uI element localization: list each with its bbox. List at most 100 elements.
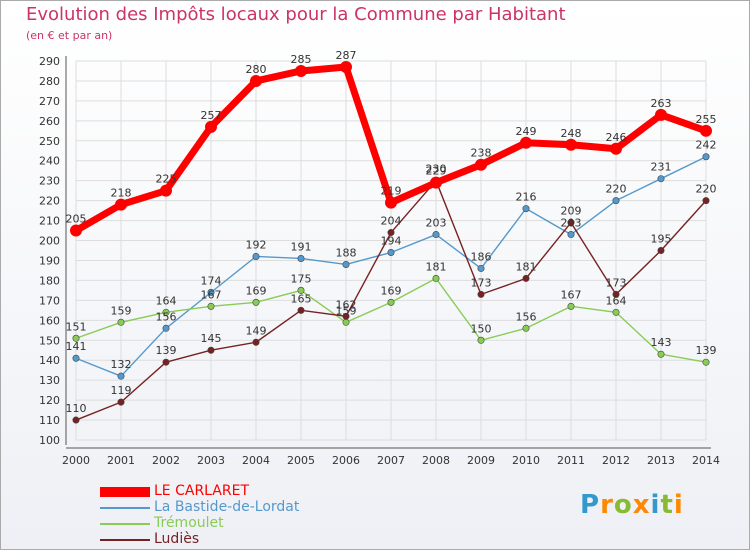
data-label: 285 xyxy=(291,53,312,66)
logo-letter: P xyxy=(580,490,601,520)
data-point xyxy=(657,247,665,255)
data-point xyxy=(342,312,350,320)
data-point xyxy=(342,260,350,268)
data-point xyxy=(342,318,350,326)
data-label: 255 xyxy=(696,113,717,126)
data-point xyxy=(657,175,665,183)
x-tick-label: 2008 xyxy=(422,454,450,467)
y-tick-label: 210 xyxy=(39,215,60,228)
data-label: 167 xyxy=(201,288,222,301)
data-point xyxy=(72,416,80,424)
logo-letter: t xyxy=(660,490,674,520)
x-tick-label: 2001 xyxy=(107,454,135,467)
y-tick-label: 120 xyxy=(39,394,60,407)
data-point xyxy=(567,219,575,227)
y-tick-label: 180 xyxy=(39,274,60,287)
x-tick-label: 2002 xyxy=(152,454,180,467)
data-label: 159 xyxy=(336,304,357,317)
y-tick-label: 170 xyxy=(39,294,60,307)
data-label: 231 xyxy=(651,161,672,174)
data-point xyxy=(70,224,82,237)
legend-label: Trémoulet xyxy=(154,515,224,531)
data-label: 167 xyxy=(561,288,582,301)
grid-lines xyxy=(75,60,707,441)
data-label: 218 xyxy=(111,187,132,200)
x-tick-label: 2009 xyxy=(467,454,495,467)
y-tick-label: 100 xyxy=(39,434,60,447)
data-point xyxy=(252,252,260,260)
data-label: 110 xyxy=(66,402,87,415)
data-label: 195 xyxy=(651,233,672,246)
data-label: 225 xyxy=(156,173,177,186)
y-tick-label: 230 xyxy=(39,175,60,188)
axes xyxy=(65,56,711,449)
logo-letter: x xyxy=(632,490,651,520)
data-label: 159 xyxy=(111,304,132,317)
x-tick-label: 2005 xyxy=(287,454,315,467)
data-label: 263 xyxy=(651,97,672,110)
data-point xyxy=(702,197,710,205)
logo-letter: r xyxy=(600,490,614,520)
data-point xyxy=(657,350,665,358)
data-point xyxy=(385,196,397,209)
data-label: 149 xyxy=(246,324,267,337)
y-tick-label: 250 xyxy=(39,135,60,148)
data-label: 151 xyxy=(66,320,87,333)
data-point xyxy=(252,338,260,346)
data-label: 119 xyxy=(111,384,132,397)
data-label: 229 xyxy=(426,165,447,178)
data-point xyxy=(295,64,307,77)
x-tick-label: 2014 xyxy=(692,454,720,467)
data-point xyxy=(162,358,170,366)
data-label: 173 xyxy=(471,276,492,289)
y-axis-ticks: 100 110 120 130 140 150 160 170 180 190 200 210 220 2… xyxy=(39,55,60,447)
x-axis-ticks: 2000 2001 2002 2003 2004 2005 2006 2007 2008 2009… xyxy=(62,454,720,467)
data-point xyxy=(72,354,80,362)
data-point xyxy=(387,229,395,237)
data-point xyxy=(162,308,170,316)
x-tick-label: 2010 xyxy=(512,454,540,467)
data-point xyxy=(205,120,217,133)
data-point xyxy=(520,136,532,149)
data-point xyxy=(702,358,710,366)
data-point xyxy=(700,124,712,137)
x-tick-label: 2004 xyxy=(242,454,270,467)
data-point xyxy=(612,197,620,205)
data-point xyxy=(610,142,622,155)
x-tick-label: 2006 xyxy=(332,454,360,467)
proxiti-logo: Proxiti xyxy=(580,490,684,520)
data-label: 204 xyxy=(381,215,402,228)
y-tick-label: 240 xyxy=(39,155,60,168)
data-label: 164 xyxy=(606,294,627,307)
y-tick-label: 220 xyxy=(39,195,60,208)
data-point xyxy=(432,274,440,282)
data-labels: 141 132 156 174 192 191 188 194 203 186 216 203 220 2… xyxy=(66,49,717,415)
x-tick-label: 2011 xyxy=(557,454,585,467)
y-tick-label: 280 xyxy=(39,75,60,88)
data-label: 205 xyxy=(66,213,87,226)
x-tick-label: 2003 xyxy=(197,454,225,467)
y-tick-label: 270 xyxy=(39,95,60,108)
y-tick-label: 290 xyxy=(39,55,60,68)
data-label: 249 xyxy=(516,125,537,138)
data-label: 238 xyxy=(471,147,492,160)
data-point xyxy=(387,248,395,256)
data-label: 192 xyxy=(246,238,267,251)
y-tick-label: 110 xyxy=(39,414,60,427)
data-point xyxy=(477,264,485,272)
data-label: 181 xyxy=(516,260,537,273)
data-point xyxy=(250,74,262,87)
data-label: 162 xyxy=(336,298,357,311)
data-point xyxy=(297,254,305,262)
data-point xyxy=(387,298,395,306)
data-point xyxy=(72,334,80,342)
x-tick-label: 2012 xyxy=(602,454,630,467)
data-point xyxy=(475,158,487,171)
data-label: 164 xyxy=(156,294,177,307)
data-label: 280 xyxy=(246,63,267,76)
data-point xyxy=(612,290,620,298)
data-label: 242 xyxy=(696,139,717,152)
y-tick-label: 130 xyxy=(39,374,60,387)
